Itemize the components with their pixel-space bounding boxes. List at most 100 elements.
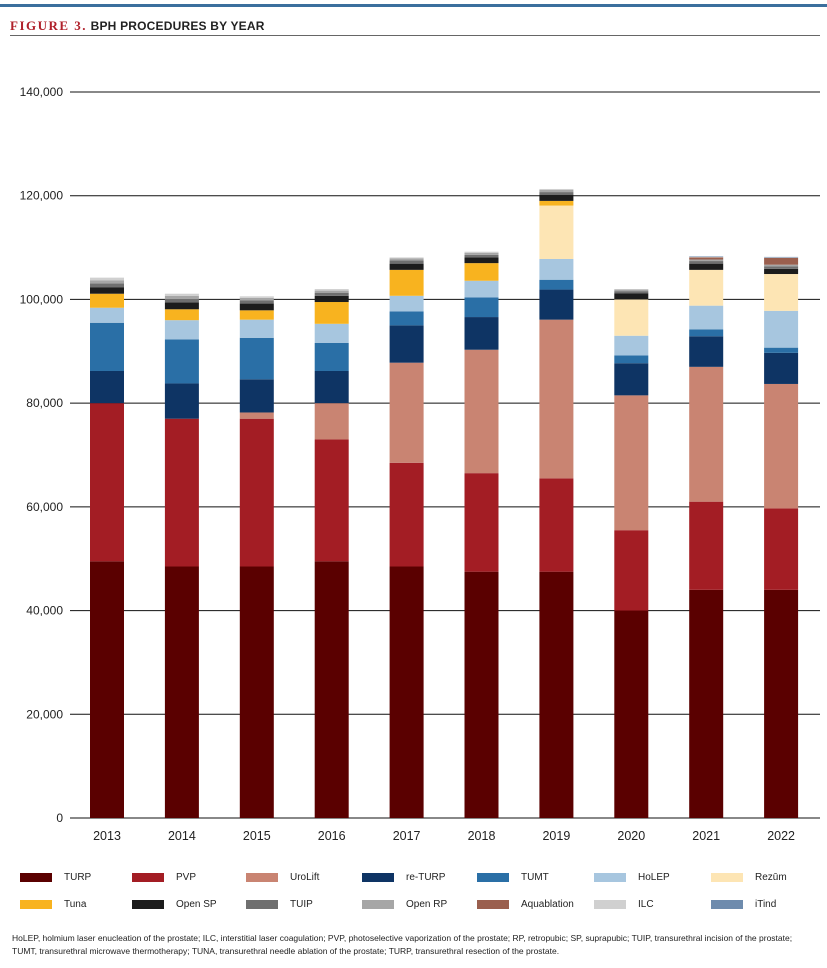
header-rule [10, 35, 820, 36]
bar-segment [164, 298, 199, 303]
legend-item: re-TURP [362, 870, 445, 884]
bar-segment [464, 252, 499, 255]
y-tick-label: 40,000 [26, 604, 63, 618]
bar-segment [614, 293, 649, 300]
bar-segment [239, 303, 274, 311]
bar-segment [464, 297, 499, 318]
bar-segment [389, 462, 424, 567]
bar-segment [389, 566, 424, 818]
legend-item: TUIP [246, 897, 313, 911]
bar-segment [764, 508, 799, 590]
bar-segment [689, 336, 724, 367]
x-tick-label: 2017 [393, 829, 421, 843]
bar-segment [90, 293, 124, 308]
bar-segment [689, 263, 724, 270]
y-tick-label: 0 [56, 811, 63, 825]
bar-segment [90, 307, 124, 323]
x-tick-label: 2014 [168, 829, 196, 843]
bar-segment [164, 293, 199, 296]
bar-segment [164, 339, 199, 384]
bar-segment [764, 266, 799, 269]
y-tick-label: 140,000 [20, 85, 64, 99]
bar-segment [464, 254, 499, 258]
bar-segment [614, 530, 649, 611]
legend-item: iTind [711, 897, 776, 911]
bar-segment [314, 370, 349, 404]
bar-segment [689, 269, 724, 306]
bar-segment [314, 403, 349, 440]
bar-segment [689, 366, 724, 502]
legend-item: TUMT [477, 870, 549, 884]
bar-segment [164, 302, 199, 310]
legend-label: Open SP [176, 898, 217, 910]
legend-label: TURP [64, 871, 92, 883]
legend-label: Aquablation [521, 898, 574, 910]
bar-segment [90, 561, 124, 818]
legend-swatch [477, 872, 509, 882]
bar-segment [164, 320, 199, 340]
bar-segment [314, 302, 349, 324]
bar-segment [164, 295, 199, 299]
x-tick-label: 2020 [617, 829, 645, 843]
legend-swatch [362, 899, 394, 909]
axis-labels: 0 20,000 40,000 60,000 80,000 100,000 120,000 1… [20, 85, 795, 843]
legend-swatch [594, 872, 626, 882]
bar-segment [764, 257, 799, 258]
legend-item: UroLift [246, 870, 319, 884]
bar-segment [614, 299, 649, 336]
bar-segment [239, 418, 274, 567]
x-tick-label: 2019 [542, 829, 570, 843]
legend-label: ILC [638, 898, 654, 910]
bar-segment [539, 571, 574, 818]
bar-segment [689, 257, 724, 260]
legend-label: TUMT [521, 871, 549, 883]
bars [90, 188, 799, 818]
y-tick-label: 80,000 [26, 396, 63, 410]
bar-segment [239, 300, 274, 304]
legend-swatch [477, 899, 509, 909]
stacked-bar-chart: 0 20,000 40,000 60,000 80,000 100,000 120,000 1… [20, 85, 820, 843]
legend-item: Aquablation [477, 897, 574, 911]
bar-segment [539, 190, 574, 193]
figure-title: BPH PROCEDURES BY YEAR [90, 19, 265, 33]
legend-label: UroLift [290, 871, 320, 883]
legend-item: ILC [594, 897, 654, 911]
bar-segment [164, 383, 199, 419]
legend-swatch [594, 899, 626, 909]
bar-segment [239, 379, 274, 413]
bar-segment [389, 362, 424, 463]
bar-segment [314, 292, 349, 296]
bar-segment [764, 274, 799, 311]
bar-segment [239, 310, 274, 320]
bar-segment [164, 418, 199, 567]
bar-segment [239, 296, 274, 298]
y-tick-label: 100,000 [20, 292, 64, 306]
x-tick-label: 2021 [692, 829, 720, 843]
x-tick-label: 2015 [243, 829, 271, 843]
legend-swatch [246, 899, 278, 909]
bar-segment [314, 289, 349, 291]
bar-segment [389, 295, 424, 312]
bar-segment [689, 501, 724, 590]
bar-segment [764, 347, 799, 353]
bar-segment [314, 439, 349, 562]
bar-segment [614, 291, 649, 294]
bar-segment [764, 264, 799, 267]
legend-item: TURP [20, 870, 91, 884]
legend-item: Rezūm [711, 870, 787, 884]
y-tick-label: 20,000 [26, 707, 63, 721]
legend-item: HoLEP [594, 870, 670, 884]
bar-segment [539, 319, 574, 479]
legend-label: PVP [176, 871, 197, 883]
bar-segment [764, 257, 799, 265]
bar-segment [689, 261, 724, 264]
legend-swatch [362, 872, 394, 882]
figure-label: FIGURE 3. [10, 18, 88, 33]
legend-swatch [246, 872, 278, 882]
bar-segment [239, 319, 274, 338]
x-tick-label: 2022 [767, 829, 795, 843]
bar-segment [689, 259, 724, 262]
bar-segment [164, 309, 199, 321]
bar-segment [464, 349, 499, 474]
legend-item: Open SP [132, 897, 217, 911]
